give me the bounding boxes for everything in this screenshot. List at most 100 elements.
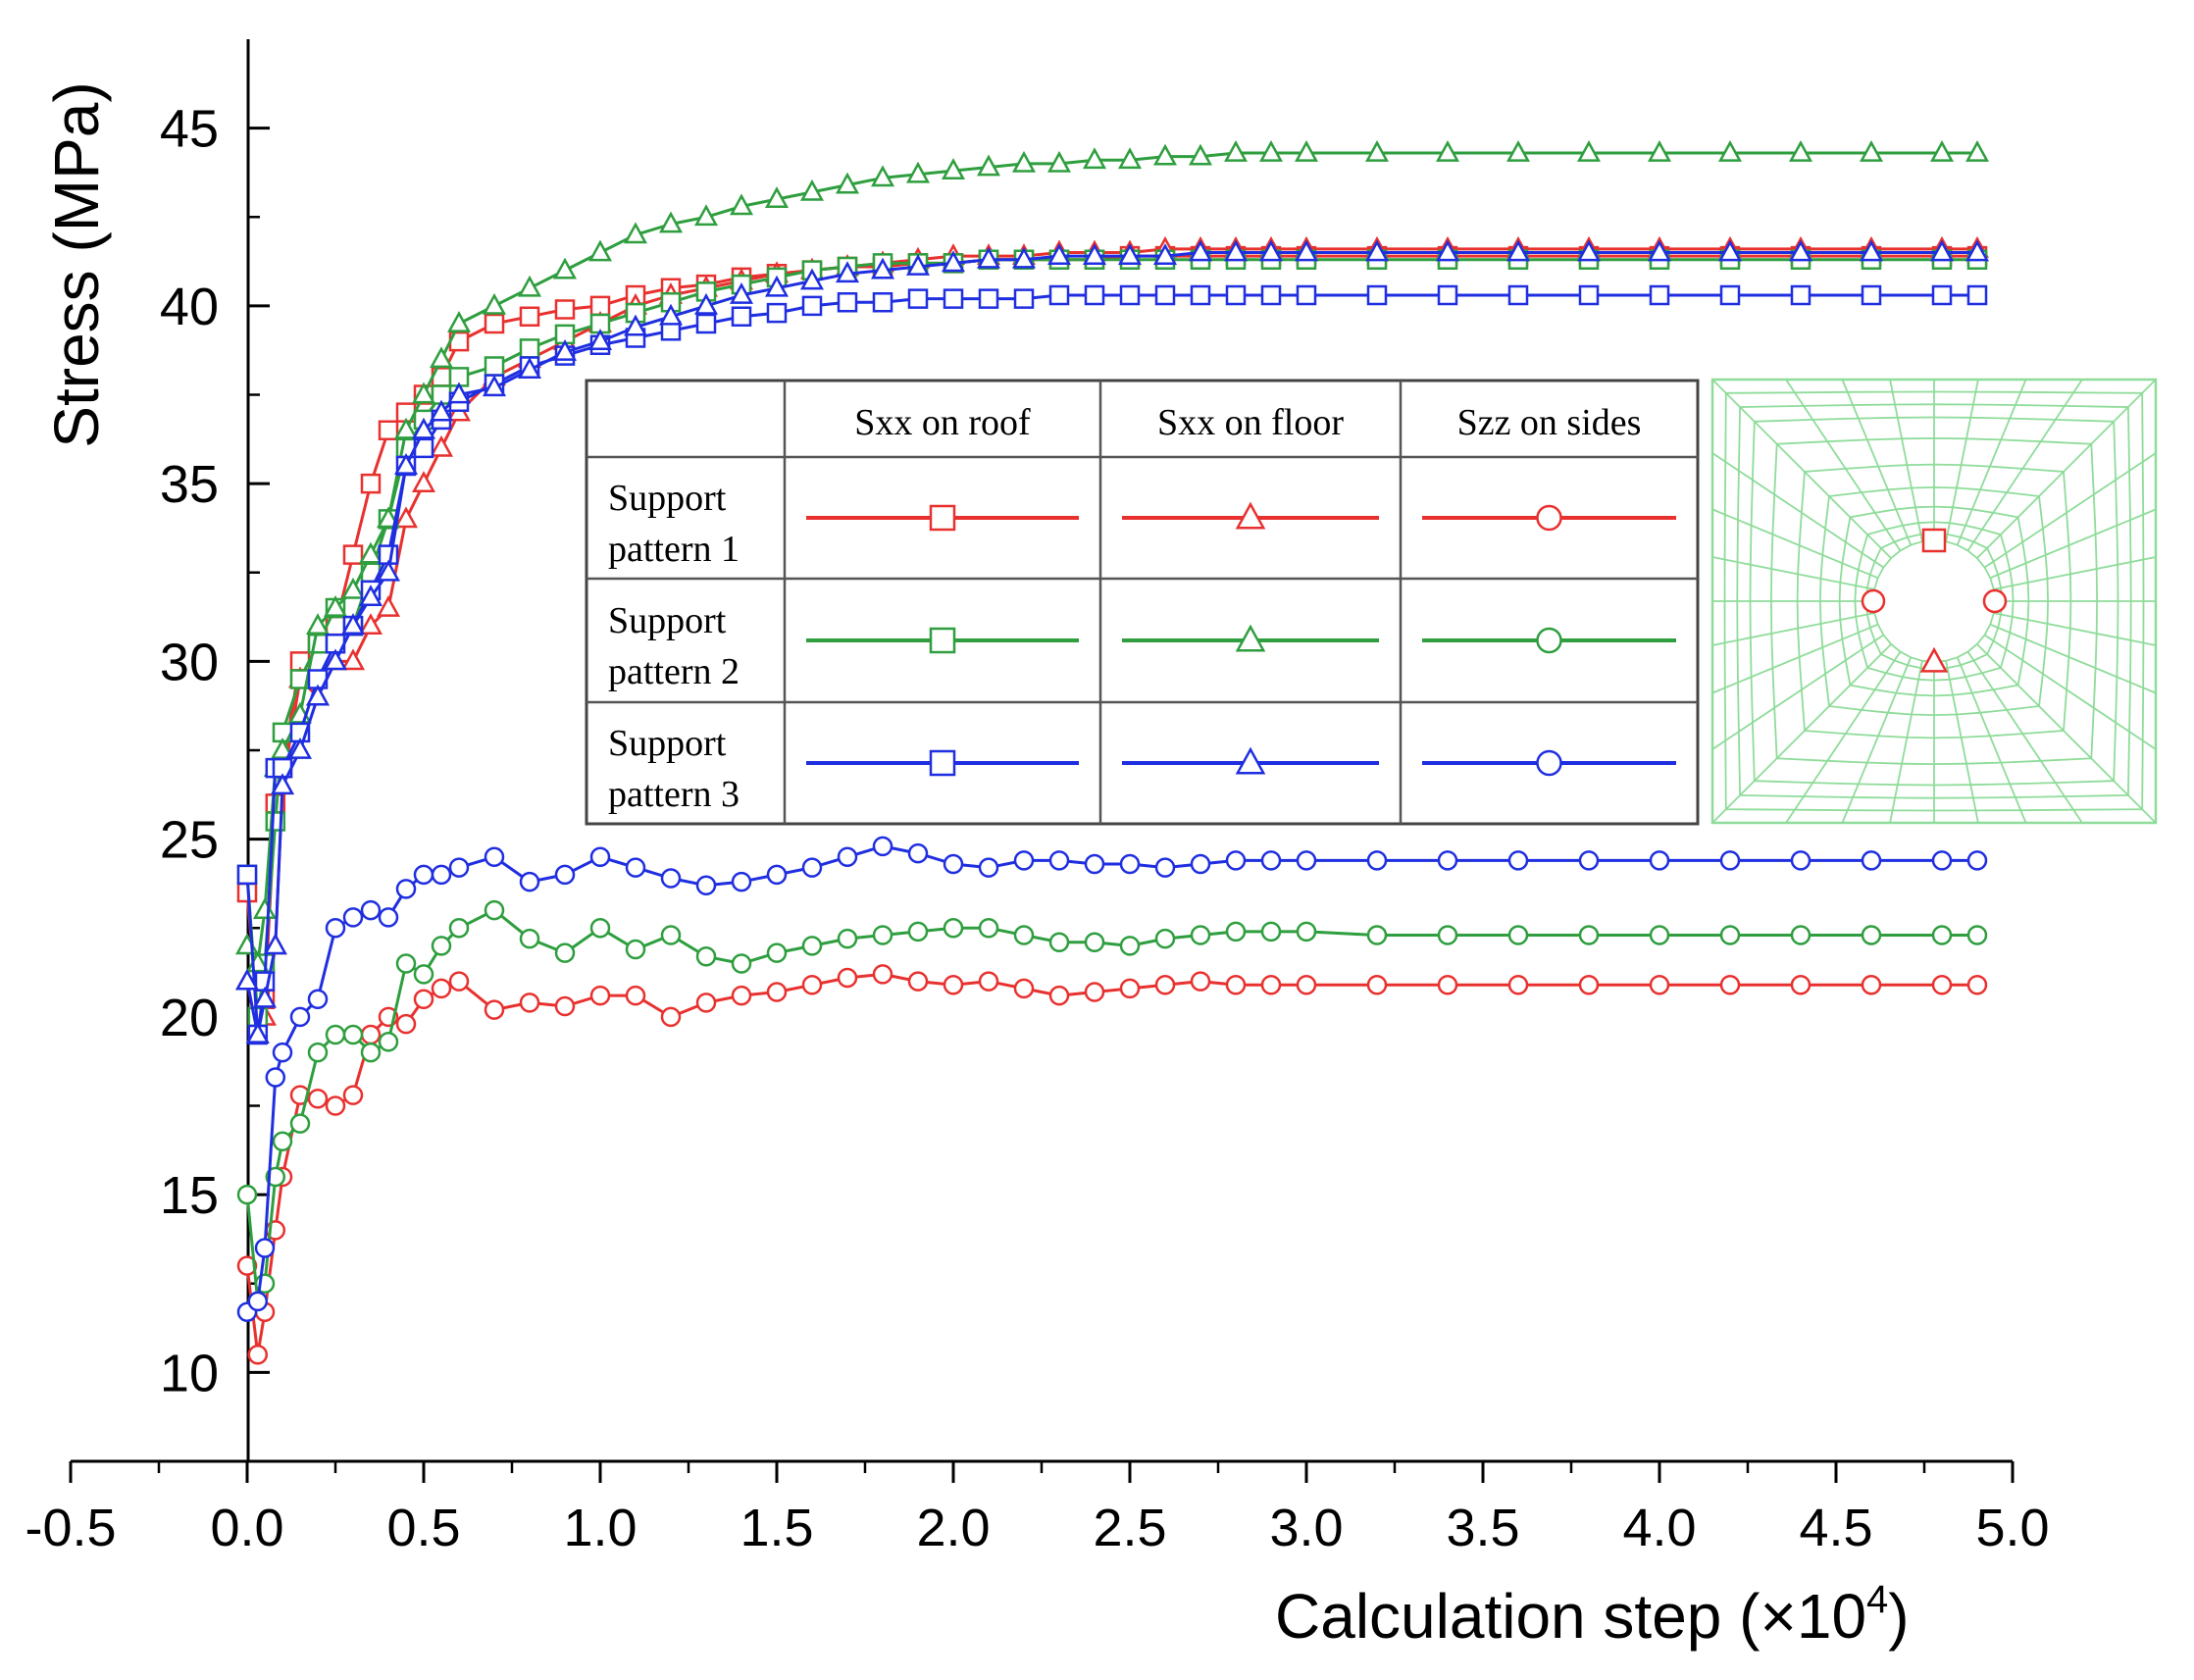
data-point: [1966, 925, 1988, 945]
data-point: [1119, 936, 1141, 956]
series-group: [236, 964, 1988, 1365]
data-point: [393, 453, 419, 475]
data-point: [941, 158, 966, 180]
data-point: [943, 975, 964, 995]
data-point: [589, 846, 611, 867]
data-point: [305, 684, 331, 706]
data-point: [978, 288, 999, 309]
data-point: [1717, 239, 1743, 262]
data-point: [484, 313, 505, 334]
data-point: [693, 292, 719, 315]
mesh-radial-line: [1785, 651, 1902, 824]
legend-column-header: Sxx on floor: [1157, 402, 1344, 443]
legend-row-label: pattern 1: [608, 529, 740, 570]
data-point: [1046, 150, 1072, 173]
data-point: [307, 1042, 329, 1063]
data-point: [623, 314, 648, 336]
mesh-radial-line: [1993, 556, 2157, 590]
data-point: [1260, 284, 1282, 306]
data-point: [519, 993, 540, 1013]
series-group: [234, 239, 1990, 1044]
data-point: [1013, 925, 1035, 945]
mesh-inset: [1710, 378, 2158, 825]
data-point: [446, 382, 472, 404]
data-point: [358, 613, 383, 636]
data-point: [1366, 925, 1388, 945]
data-point: [1929, 239, 1955, 262]
data-point: [589, 918, 611, 939]
data-point: [1931, 925, 1953, 945]
data-point: [411, 382, 436, 404]
data-point: [1717, 140, 1743, 162]
legend-table: Sxx on roof Sxx on floor Szz on sides Suppo…: [585, 379, 1700, 826]
data-point: [307, 989, 329, 1009]
data-point: [342, 1085, 364, 1105]
data-point: [1117, 147, 1143, 170]
data-point: [1225, 921, 1247, 942]
data-point: [484, 999, 505, 1020]
data-point: [342, 907, 364, 928]
mesh-radial-line: [1711, 612, 1875, 646]
data-point: [625, 985, 646, 1006]
mesh-radial-line: [1956, 379, 2027, 546]
series-group: [236, 899, 1988, 1312]
mesh-radial-line: [1711, 643, 1892, 824]
data-point: [729, 282, 754, 304]
data-point: [1578, 284, 1600, 306]
data-point: [695, 993, 717, 1013]
data-point: [1790, 925, 1811, 945]
data-point: [360, 899, 382, 921]
data-point: [358, 585, 383, 607]
data-point: [1048, 850, 1070, 871]
data-point: [799, 268, 825, 290]
data-point: [234, 933, 260, 955]
data-point: [431, 936, 452, 956]
data-point: [1507, 925, 1529, 945]
data-point: [1931, 975, 1953, 995]
data-point: [305, 613, 331, 636]
data-point: [1578, 925, 1600, 945]
data-point: [978, 971, 999, 992]
data-point: [695, 875, 717, 895]
data-point: [1119, 853, 1141, 875]
mesh-radial-line: [1993, 612, 2157, 646]
y-ticks: 10 15 20 25 30 35 40 45: [160, 100, 270, 1402]
data-point: [448, 857, 470, 878]
data-point: [1082, 147, 1107, 170]
data-point: [413, 964, 434, 985]
data-point: [978, 857, 999, 878]
data-point: [554, 942, 576, 963]
mesh-radial-line: [1984, 634, 2157, 750]
data-point: [1505, 140, 1531, 162]
x-ticks: -0.5 0.0 0.5 1.0 1.5 2.0 2.5 3.0 3.5 4.0 4.5 5.0: [25, 1461, 2050, 1557]
data-point: [413, 989, 434, 1009]
data-point: [1507, 284, 1529, 306]
data-point: [943, 918, 964, 939]
data-point: [1296, 284, 1317, 306]
data-point: [1366, 975, 1388, 995]
series-group: [234, 140, 1990, 973]
data-point: [1119, 978, 1141, 999]
data-point: [625, 857, 646, 878]
data-point: [1190, 925, 1211, 945]
mesh-radial-line: [1711, 508, 1879, 580]
legend-marker-triangle: [1235, 746, 1266, 775]
data-point: [413, 864, 434, 886]
data-point: [1364, 239, 1390, 262]
mesh-radial-line: [1841, 656, 1913, 824]
data-point: [976, 246, 1001, 269]
data-point: [289, 1113, 311, 1134]
data-point: [1719, 284, 1741, 306]
data-point: [943, 288, 964, 309]
data-point: [1966, 284, 1988, 306]
data-point: [731, 953, 752, 974]
data-point: [1790, 850, 1811, 871]
data-point: [589, 985, 611, 1006]
data-point: [1719, 850, 1741, 871]
mesh-radial-line: [1976, 643, 2157, 824]
data-point: [446, 311, 472, 332]
mesh-ring-line: [1872, 539, 1996, 663]
data-point: [837, 928, 858, 949]
